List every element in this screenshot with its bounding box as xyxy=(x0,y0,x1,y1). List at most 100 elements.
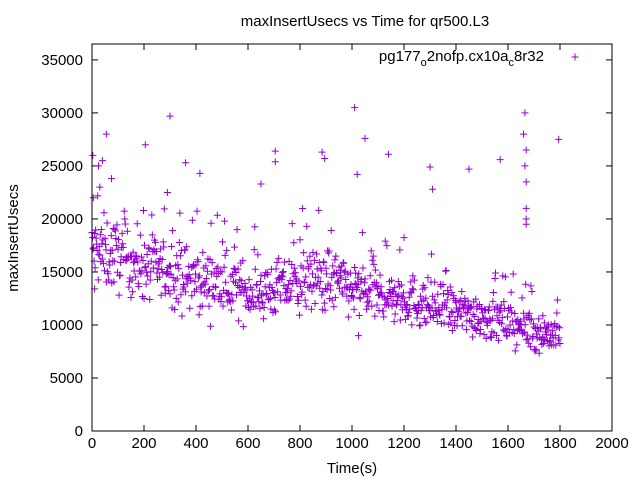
data-point xyxy=(163,269,171,277)
data-point xyxy=(214,263,222,271)
data-point xyxy=(421,319,429,327)
data-point xyxy=(371,312,379,320)
data-point xyxy=(272,265,280,273)
data-point xyxy=(451,317,459,325)
x-tick-label: 800 xyxy=(287,435,312,452)
data-point xyxy=(321,306,329,314)
data-point xyxy=(191,270,199,278)
data-point xyxy=(320,299,328,307)
data-point xyxy=(141,264,149,272)
data-point xyxy=(543,323,551,331)
data-point xyxy=(311,300,319,308)
data-point xyxy=(151,238,159,246)
data-point xyxy=(328,273,336,281)
data-point xyxy=(547,320,555,328)
data-point xyxy=(183,243,191,251)
data-point xyxy=(481,306,489,314)
data-point xyxy=(447,308,455,316)
data-point xyxy=(267,305,275,313)
data-point xyxy=(254,251,262,259)
data-point xyxy=(439,280,447,288)
data-point xyxy=(100,209,108,217)
data-point xyxy=(458,322,466,330)
data-point xyxy=(272,308,280,316)
data-point xyxy=(448,327,456,335)
data-point xyxy=(457,312,465,320)
data-point xyxy=(513,341,521,349)
data-point xyxy=(417,292,425,300)
y-tick-label: 25000 xyxy=(41,158,83,175)
data-point xyxy=(105,276,113,284)
data-point xyxy=(252,302,260,310)
data-point xyxy=(288,220,296,228)
data-point xyxy=(430,296,438,304)
data-point xyxy=(533,330,541,338)
data-point xyxy=(96,231,104,239)
data-point xyxy=(368,302,376,310)
data-point xyxy=(332,252,340,260)
data-point xyxy=(351,279,359,287)
data-point xyxy=(143,251,151,259)
data-point xyxy=(332,269,340,277)
data-point xyxy=(546,338,554,346)
data-point xyxy=(475,300,483,308)
data-point xyxy=(301,279,309,287)
data-point xyxy=(152,247,160,255)
data-point xyxy=(526,343,534,351)
data-point xyxy=(273,279,281,287)
data-point xyxy=(381,237,389,245)
data-point xyxy=(355,270,363,278)
data-point xyxy=(528,288,536,296)
data-point xyxy=(133,220,141,228)
data-point xyxy=(110,278,118,286)
data-point xyxy=(351,104,359,112)
data-point xyxy=(177,291,185,299)
data-point xyxy=(182,288,190,296)
data-point xyxy=(492,269,500,277)
data-point xyxy=(107,232,115,240)
data-point xyxy=(262,291,270,299)
data-point xyxy=(516,317,524,325)
data-point xyxy=(466,317,474,325)
data-point xyxy=(350,294,358,302)
data-point xyxy=(303,257,311,265)
data-point xyxy=(279,273,287,281)
data-point xyxy=(424,274,432,282)
data-point xyxy=(333,278,341,286)
data-point xyxy=(185,271,193,279)
data-point xyxy=(91,264,99,272)
data-point xyxy=(121,215,129,223)
data-point xyxy=(116,272,124,280)
data-point xyxy=(212,283,220,291)
data-point xyxy=(302,302,310,310)
data-point xyxy=(115,291,123,299)
data-point xyxy=(299,264,307,272)
axis-ticks: 0 200 400 600 800 1000 1200 1400 1600 1800 2000050… xyxy=(41,44,629,452)
data-point xyxy=(175,238,183,246)
data-point xyxy=(303,222,311,230)
data-point xyxy=(370,260,378,268)
data-point xyxy=(222,278,230,286)
data-point xyxy=(556,339,564,347)
data-point xyxy=(186,304,194,312)
data-point xyxy=(552,341,560,349)
data-point xyxy=(314,273,322,281)
data-point xyxy=(531,347,539,355)
data-point xyxy=(90,244,98,252)
data-point xyxy=(337,266,345,274)
data-point xyxy=(166,112,174,120)
data-point xyxy=(396,316,404,324)
data-point xyxy=(273,258,281,266)
data-point xyxy=(472,326,480,334)
data-point xyxy=(405,293,413,301)
data-point xyxy=(148,231,156,239)
data-point xyxy=(166,290,174,298)
data-point xyxy=(378,289,386,297)
data-point xyxy=(239,257,247,265)
data-point xyxy=(171,306,179,314)
data-point xyxy=(489,297,497,305)
data-point xyxy=(353,170,361,178)
data-point xyxy=(174,298,182,306)
data-point xyxy=(94,276,102,284)
